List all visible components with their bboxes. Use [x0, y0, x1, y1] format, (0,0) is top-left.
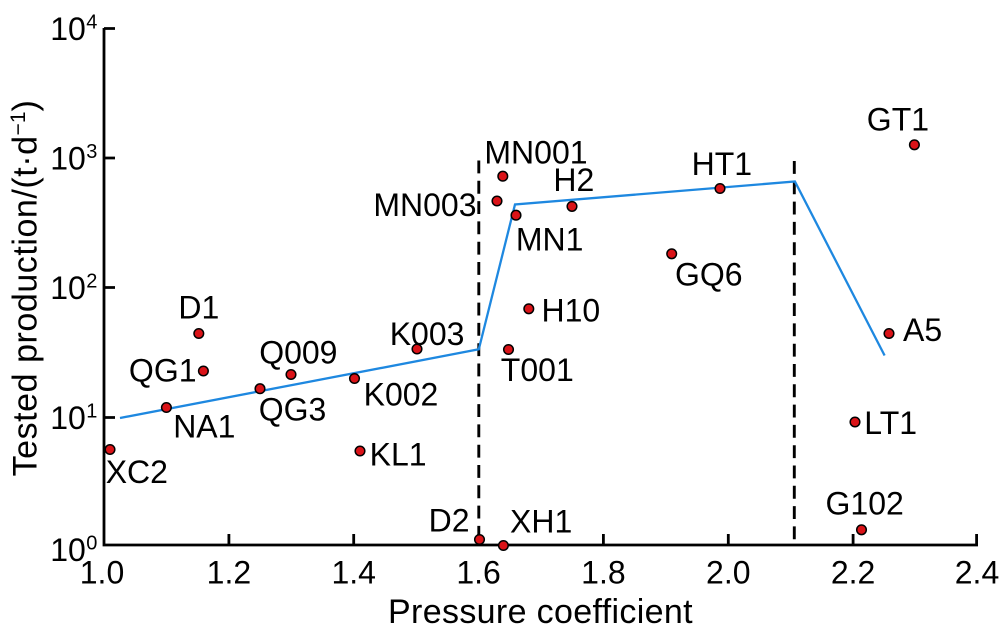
svg-text:1.4: 1.4: [331, 555, 375, 591]
svg-text:D1: D1: [178, 289, 219, 325]
svg-text:2: 2: [86, 271, 97, 293]
svg-text:10: 10: [50, 270, 86, 306]
svg-text:4: 4: [86, 12, 97, 34]
svg-text:1.0: 1.0: [80, 555, 124, 591]
svg-text:Q009: Q009: [259, 335, 337, 371]
svg-text:D2: D2: [429, 503, 470, 539]
svg-text:2.0: 2.0: [706, 555, 750, 591]
svg-text:1: 1: [86, 401, 97, 423]
svg-text:HT1: HT1: [692, 146, 752, 182]
svg-text:H2: H2: [553, 162, 594, 198]
svg-text:10: 10: [50, 11, 86, 47]
svg-text:10: 10: [50, 532, 86, 568]
svg-text:1.2: 1.2: [207, 555, 251, 591]
svg-text:10: 10: [50, 141, 86, 177]
svg-text:H10: H10: [542, 292, 601, 328]
svg-text:MN003: MN003: [373, 187, 476, 223]
svg-text:2.2: 2.2: [831, 555, 875, 591]
svg-text:KL1: KL1: [370, 437, 427, 473]
svg-text:T001: T001: [501, 352, 574, 388]
svg-text:GQ6: GQ6: [675, 256, 743, 292]
svg-text:Tested production/(t·d−1): Tested production/(t·d−1): [7, 100, 45, 477]
svg-text:A5: A5: [903, 312, 942, 348]
svg-text:QG3: QG3: [259, 392, 327, 428]
svg-text:MN1: MN1: [516, 222, 584, 258]
svg-text:10: 10: [50, 400, 86, 436]
svg-text:K003: K003: [390, 316, 465, 352]
svg-text:LT1: LT1: [864, 405, 917, 441]
svg-text:NA1: NA1: [173, 408, 235, 444]
svg-text:1.8: 1.8: [581, 555, 625, 591]
svg-text:K002: K002: [364, 377, 439, 413]
svg-text:QG1: QG1: [129, 352, 197, 388]
svg-text:GT1: GT1: [867, 101, 929, 137]
svg-text:Pressure coefficient: Pressure coefficient: [388, 593, 693, 631]
svg-text:MN001: MN001: [484, 135, 587, 171]
svg-text:XC2: XC2: [106, 454, 168, 490]
svg-text:1.6: 1.6: [456, 555, 500, 591]
svg-text:G102: G102: [826, 486, 904, 522]
svg-text:XH1: XH1: [510, 504, 572, 540]
svg-text:2.4: 2.4: [955, 555, 999, 591]
svg-text:3: 3: [86, 141, 97, 163]
svg-text:0: 0: [86, 533, 97, 555]
